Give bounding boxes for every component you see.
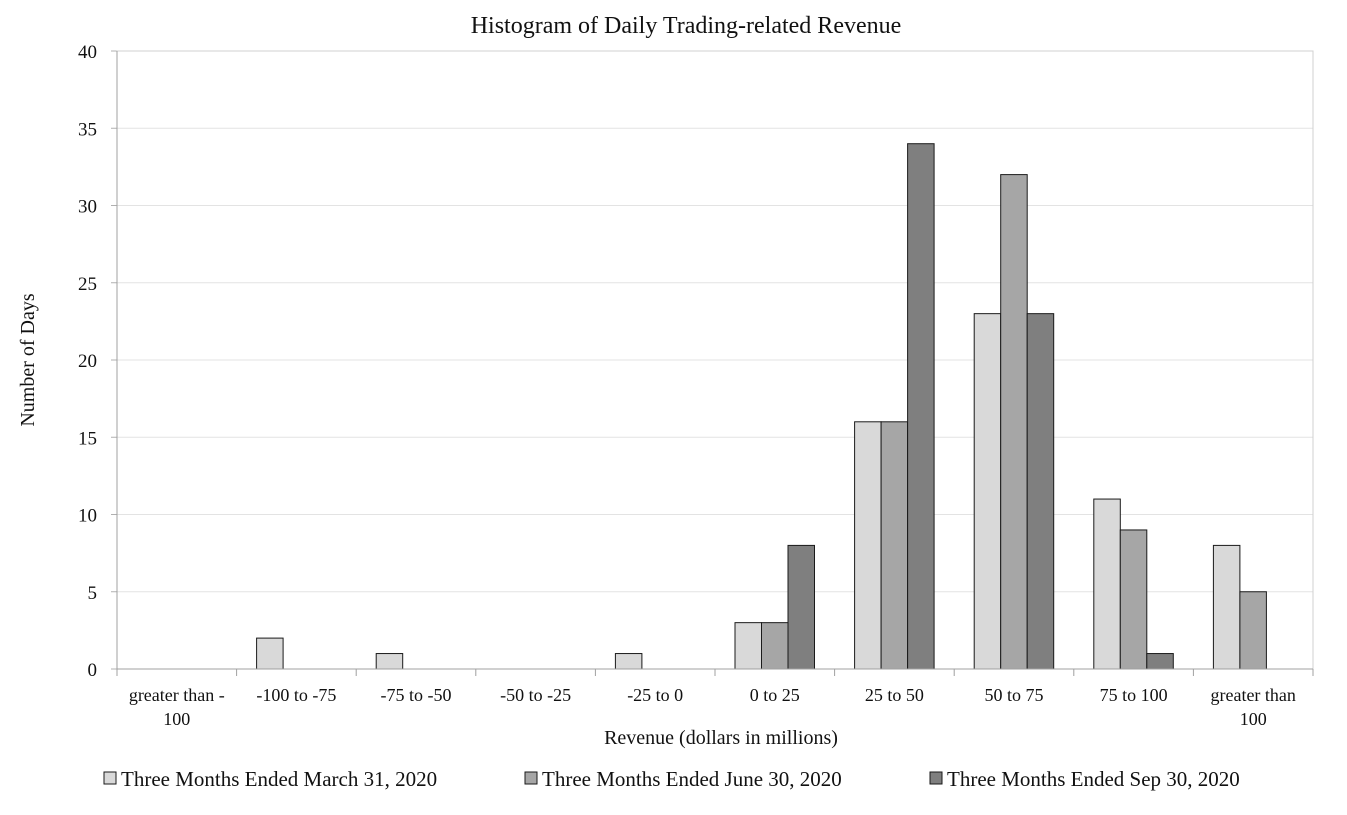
bar-series-1-cat-2 <box>256 637 284 670</box>
x-category-label: 75 to 100 <box>1100 685 1168 705</box>
bar-series-2-cat-10 <box>1239 591 1267 670</box>
legend-label-2: Three Months Ended June 30, 2020 <box>542 767 842 791</box>
bar-series-3-cat-9 <box>1146 653 1174 670</box>
legend-label-1: Three Months Ended March 31, 2020 <box>121 767 437 791</box>
y-tick-label: 0 <box>88 660 98 681</box>
legend-swatch-2 <box>524 771 538 785</box>
x-category-label: greater than - <box>129 685 225 705</box>
axes <box>111 50 1314 676</box>
x-axis-title: Revenue (dollars in millions) <box>604 727 838 749</box>
x-category-label: -100 to -75 <box>256 685 336 705</box>
y-tick-label: 40 <box>78 42 97 63</box>
x-category-label: 0 to 25 <box>750 685 800 705</box>
x-category-label: greater than <box>1210 685 1295 705</box>
y-tick-label: 30 <box>78 197 97 218</box>
y-tick-label: 20 <box>78 351 97 372</box>
y-axis-title: Number of Days <box>17 293 39 427</box>
y-tick-label: 25 <box>78 274 97 295</box>
gridlines <box>117 50 1313 593</box>
bar-series-1-cat-5 <box>614 653 643 670</box>
bar-series-1-cat-7 <box>854 421 882 670</box>
bar-series-1-cat-3 <box>375 653 404 670</box>
y-tick-label: 5 <box>88 583 98 604</box>
chart-title: Histogram of Daily Trading-related Reven… <box>471 13 902 39</box>
x-category-label: -50 to -25 <box>500 685 571 705</box>
bar-series-1-cat-8 <box>973 313 1002 670</box>
bar-series-2-cat-6 <box>761 622 789 670</box>
bar-series-3-cat-6 <box>787 544 815 670</box>
legend-swatch-3 <box>929 771 943 785</box>
x-category-label: 100 <box>163 709 190 729</box>
legend-swatch-1 <box>103 771 117 785</box>
bar-series-3-cat-8 <box>1026 313 1055 670</box>
y-tick-label: 35 <box>78 119 97 140</box>
x-category-label: -75 to -50 <box>381 685 452 705</box>
legend-label-3: Three Months Ended Sep 30, 2020 <box>947 767 1240 791</box>
bars <box>256 143 1267 670</box>
bar-series-2-cat-8 <box>1000 174 1028 670</box>
x-category-label: 50 to 75 <box>984 685 1043 705</box>
bar-series-1-cat-10 <box>1212 544 1241 670</box>
y-tick-label: 10 <box>78 506 97 527</box>
bar-series-2-cat-9 <box>1119 529 1148 670</box>
y-tick-labels: 0 5 10 15 20 25 30 35 40 <box>78 42 97 681</box>
x-category-label: 100 <box>1240 709 1267 729</box>
bar-series-1-cat-6 <box>734 622 762 670</box>
x-category-label: 25 to 50 <box>865 685 924 705</box>
y-tick-label: 15 <box>78 428 97 449</box>
legend: Three Months Ended March 31, 2020 Three M… <box>103 767 1240 791</box>
bar-series-2-cat-7 <box>880 421 909 670</box>
x-category-labels: greater than - 100 -100 to -75 -75 to -50 -5… <box>129 685 1296 729</box>
bar-series-1-cat-9 <box>1093 498 1121 670</box>
x-category-label: -25 to 0 <box>627 685 683 705</box>
bar-series-3-cat-7 <box>907 143 935 670</box>
